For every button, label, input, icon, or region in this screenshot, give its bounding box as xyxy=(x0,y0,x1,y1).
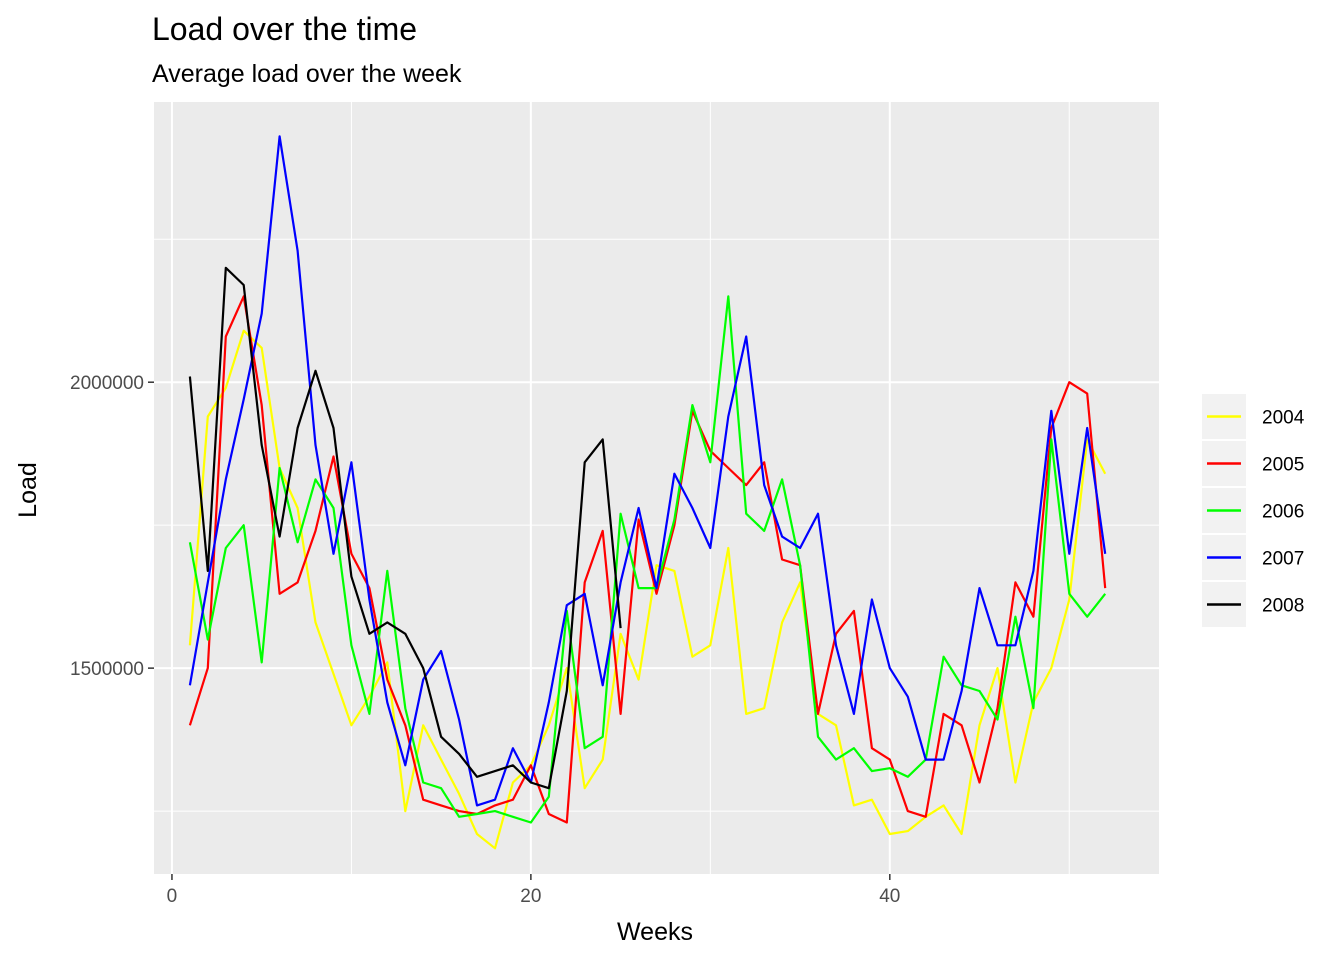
minor-gridlines xyxy=(154,102,1159,874)
x-axis-title: Weeks xyxy=(617,918,693,946)
legend-label-2008: 2008 xyxy=(1262,596,1304,617)
legend-label-2007: 2007 xyxy=(1262,549,1304,570)
legend-label-2004: 2004 xyxy=(1262,408,1305,429)
chart-subtitle: Average load over the week xyxy=(152,60,462,88)
x-tick-label: 40 xyxy=(879,886,900,907)
y-tick-label: 1500000 xyxy=(70,659,144,680)
x-tick-label: 20 xyxy=(520,886,541,907)
x-tick-label: 0 xyxy=(167,886,178,907)
series-line-2008 xyxy=(188,266,622,790)
series-lines xyxy=(188,135,1107,850)
y-axis: 1500000 2000000 xyxy=(70,373,154,680)
y-axis-title: Load xyxy=(14,462,42,518)
plot-panel xyxy=(154,102,1159,874)
legend: 2004 2005 2006 2007 2008 xyxy=(1202,394,1305,627)
series-line-2006 xyxy=(188,295,1107,824)
major-gridlines xyxy=(154,102,1159,874)
legend-label-2005: 2005 xyxy=(1262,455,1304,476)
x-axis: 0 20 40 xyxy=(167,874,900,907)
legend-label-2006: 2006 xyxy=(1262,502,1304,523)
chart-title: Load over the time xyxy=(152,11,417,47)
y-tick-label: 2000000 xyxy=(70,373,144,394)
series-line-2004 xyxy=(188,329,1107,850)
